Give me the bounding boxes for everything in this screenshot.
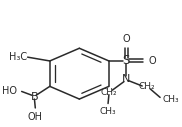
Text: O: O	[123, 34, 130, 44]
Text: O: O	[148, 56, 156, 66]
Text: CH₃: CH₃	[163, 95, 179, 104]
Text: N: N	[122, 74, 130, 84]
Text: HO: HO	[1, 86, 17, 96]
Text: CH₂: CH₂	[101, 88, 117, 97]
Text: CH₃: CH₃	[100, 107, 116, 116]
Text: CH₂: CH₂	[138, 83, 155, 91]
Text: S: S	[122, 54, 130, 67]
Text: B: B	[31, 92, 38, 101]
Text: H₃C: H₃C	[9, 52, 27, 62]
Text: OH: OH	[28, 112, 43, 122]
